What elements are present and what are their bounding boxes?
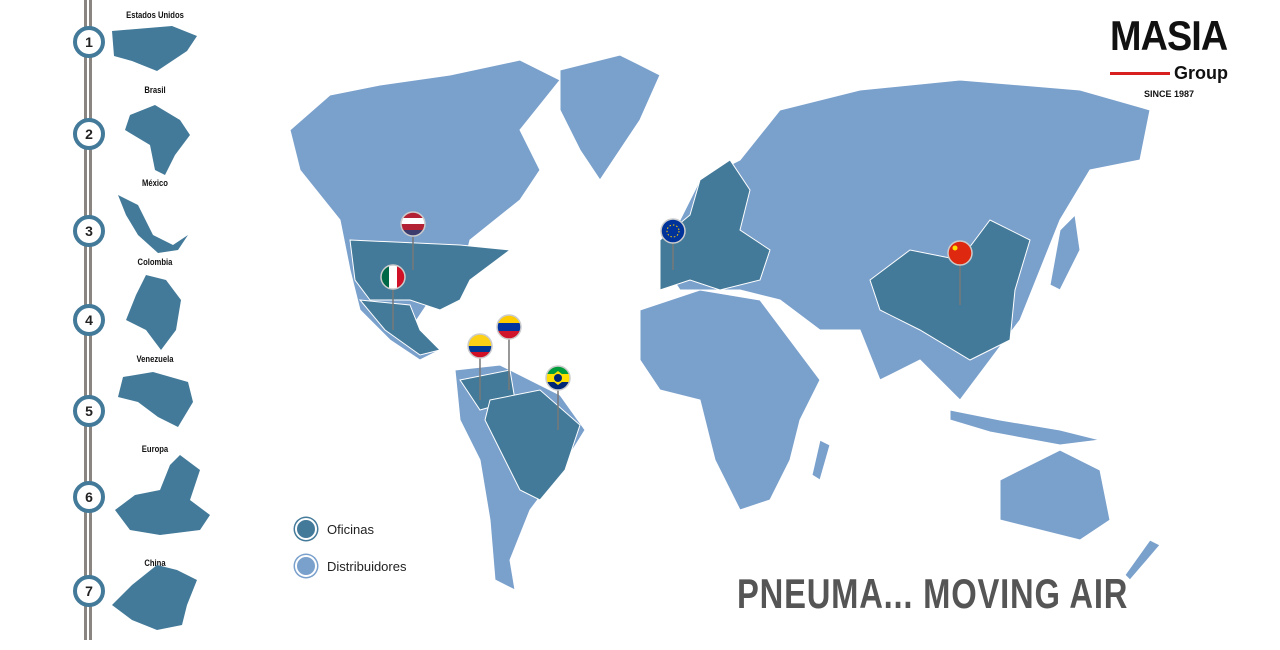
usa-flag-icon [401,212,425,236]
country-label: Brasil [144,85,166,95]
offices-swatch [295,518,317,540]
brazil-flag-icon [546,366,570,390]
step-5: 5 [73,395,105,427]
china-flag-pin[interactable] [947,240,973,305]
logo-sub: Group [1174,63,1228,83]
flag-pins [380,211,973,430]
usa-flag-pin[interactable] [400,211,426,270]
eu-flag-pin[interactable] [660,218,686,270]
venezuela-flag-pin[interactable] [496,314,522,390]
country-label: México [142,178,168,188]
country-silhouette [118,195,188,253]
slogan-title: PNEUMA... MOVING AIR [737,570,1129,617]
venezuela-flag-icon [497,315,521,339]
logo-name: MASIA [1110,12,1228,59]
china-region [869,219,1031,361]
distributors-swatch [295,555,317,577]
mexico-region [358,299,441,356]
brazil-flag-pin[interactable] [545,365,571,430]
step-3: 3 [73,215,105,247]
step-4: 4 [73,304,105,336]
australia [999,449,1111,541]
country-label: Venezuela [136,354,174,364]
eurasia [659,79,1151,401]
madagascar [811,439,831,481]
indonesia [949,409,1101,446]
colombia-flag-pin[interactable] [467,333,493,400]
new-zealand [1124,539,1161,581]
europe-region [659,159,771,291]
usa-region [349,239,512,311]
greenland [559,54,661,181]
country-label: Europa [141,444,169,454]
country-label: Estados Unidos [126,10,184,20]
japan [1049,213,1081,291]
step-2: 2 [73,118,105,150]
step-1: 1 [73,26,105,58]
country-silhouette [112,26,197,71]
north-america [289,59,561,361]
logo-sub-row: Group [1110,62,1250,84]
country-silhouette [126,275,181,350]
legend-offices-label: Oficinas [327,521,374,537]
step-6: 6 [73,481,105,513]
country-silhouette [115,455,210,535]
legend-distributors: Distribuidores [295,555,406,577]
legend-distributors-label: Distribuidores [327,558,407,574]
country-silhouette [112,565,197,630]
mexico-flag-pin[interactable] [380,264,406,330]
mexico-flag-icon [381,265,405,289]
country-label: China [144,558,166,568]
country-silhouette [118,372,193,427]
africa [639,289,821,511]
logo-since: SINCE 1987 [1144,89,1195,99]
colombia-flag-icon [468,334,492,358]
logo-red-bar [1110,71,1170,75]
masia-logo: MASIA Group SINCE 1987 [1110,12,1250,100]
legend-offices: Oficinas [295,518,374,540]
country-label: Colombia [137,257,173,267]
country-silhouette [125,105,190,175]
step-7: 7 [73,575,105,607]
brazil-region [484,389,581,501]
